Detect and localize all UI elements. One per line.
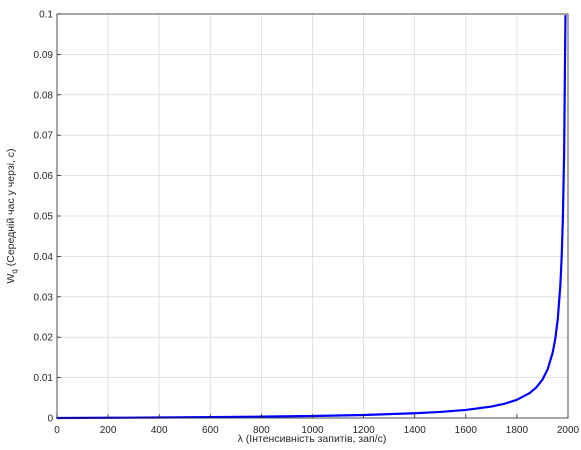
y-tick-label: 0.05 <box>34 212 54 223</box>
y-tick-label: 0.03 <box>34 292 54 303</box>
x-tick-label: 800 <box>253 425 270 436</box>
x-tick-label: 600 <box>202 425 219 436</box>
x-tick-label: 1800 <box>506 425 529 436</box>
y-tick-label: 0.09 <box>34 50 54 61</box>
x-tick-label: 1200 <box>352 425 375 436</box>
x-tick-label: 200 <box>100 425 117 436</box>
x-tick-labels: 0 200 400 600 800 1000 1200 1400 1600 1800 2000 <box>54 425 579 436</box>
x-tick-label: 0 <box>54 425 60 436</box>
y-axis-label: Wq (Середній час у черзі, с) <box>5 148 19 283</box>
y-axis-label-sub: q <box>10 269 19 273</box>
y-tick-label: 0.07 <box>34 131 54 142</box>
y-tick-labels: 0 0.01 0.02 0.03 0.04 0.05 0.06 0.07 0.08 0.09 0.1 <box>34 10 54 425</box>
y-tick-label: 0.01 <box>34 373 54 384</box>
y-tick-marks <box>57 13 61 419</box>
x-tick-label: 1600 <box>455 425 478 436</box>
x-tick-label: 1400 <box>404 425 427 436</box>
y-tick-label: 0.04 <box>34 252 54 263</box>
y-tick-label: 0.02 <box>34 333 54 344</box>
x-tick-label: 1000 <box>301 425 324 436</box>
y-tick-label: 0.1 <box>39 10 53 21</box>
x-tick-marks <box>56 414 569 418</box>
y-axis-label-rest: (Середній час у черзі, с) <box>5 148 17 269</box>
x-tick-label: 400 <box>151 425 168 436</box>
y-tick-label: 0.08 <box>34 90 54 101</box>
x-axis-label: λ (Інтенсивність запитів, зап/с) <box>238 433 387 445</box>
y-axis-label-main: W <box>5 274 17 284</box>
y-tick-label: 0.06 <box>34 171 54 182</box>
y-tick-label: 0 <box>47 414 53 425</box>
x-tick-label: 2000 <box>557 425 580 436</box>
